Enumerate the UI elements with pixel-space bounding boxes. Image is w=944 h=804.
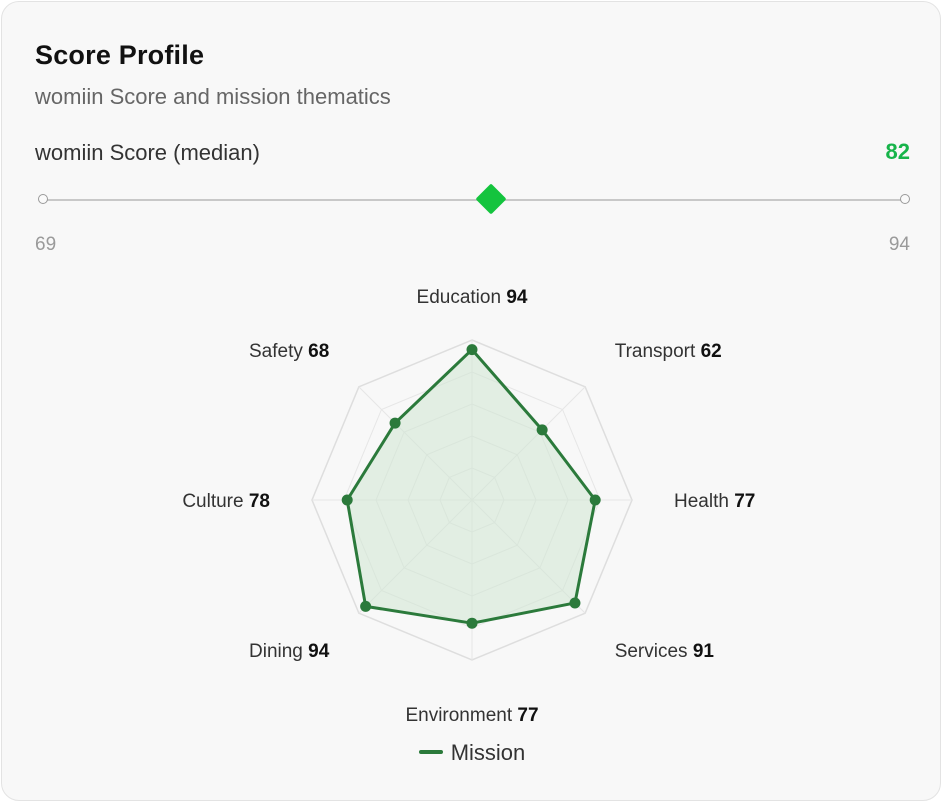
axis-value-health: 77 bbox=[734, 491, 755, 512]
card-title: Score Profile bbox=[35, 40, 205, 70]
card-subtitle: womiin Score and mission thematics bbox=[35, 84, 391, 109]
axis-value-dining: 94 bbox=[308, 641, 330, 662]
axis-label-dining: Dining 94 bbox=[249, 641, 330, 662]
axis-value-culture: 78 bbox=[249, 491, 270, 512]
axis-value-education: 94 bbox=[506, 287, 528, 308]
axis-value-environment: 77 bbox=[517, 705, 538, 726]
axis-label-culture: Culture 78 bbox=[182, 491, 270, 512]
series-area-mission bbox=[345, 348, 597, 625]
legend-label-mission: Mission bbox=[450, 740, 526, 765]
data-point-environment bbox=[466, 617, 478, 629]
score-range-slider bbox=[32, 182, 916, 222]
slider-min-label: 69 bbox=[35, 234, 57, 255]
data-point-transport bbox=[536, 424, 548, 436]
data-point-dining bbox=[360, 600, 372, 612]
score-label: womiin Score (median) bbox=[35, 140, 260, 165]
axis-label-environment: Environment 77 bbox=[405, 705, 538, 726]
axis-label-safety: Safety 68 bbox=[249, 341, 329, 362]
axis-name-dining: Dining bbox=[249, 641, 308, 662]
axis-label-health: Health 77 bbox=[674, 491, 755, 512]
axis-name-environment: Environment bbox=[405, 705, 517, 726]
data-point-services bbox=[569, 597, 581, 609]
legend-swatch-mission bbox=[418, 750, 443, 755]
axis-value-services: 91 bbox=[693, 641, 715, 662]
data-point-culture bbox=[341, 494, 353, 506]
data-point-education bbox=[466, 344, 478, 356]
axis-label-services: Services 91 bbox=[615, 641, 715, 662]
slider-max-label: 94 bbox=[888, 234, 910, 255]
axis-value-safety: 68 bbox=[308, 341, 329, 362]
axis-name-safety: Safety bbox=[249, 341, 308, 362]
data-point-health bbox=[589, 494, 601, 506]
slider-max-dot bbox=[900, 194, 910, 204]
axis-name-health: Health bbox=[674, 491, 734, 512]
axis-value-transport: 62 bbox=[701, 341, 722, 362]
slider-min-dot bbox=[38, 194, 48, 204]
chart-legend: Mission bbox=[0, 740, 944, 766]
axis-label-education: Education 94 bbox=[417, 287, 528, 308]
axis-name-transport: Transport bbox=[615, 341, 701, 362]
axis-label-transport: Transport 62 bbox=[615, 341, 722, 362]
data-point-safety bbox=[389, 417, 401, 429]
score-value: 82 bbox=[885, 139, 910, 164]
slider-track bbox=[43, 199, 905, 201]
axis-name-culture: Culture bbox=[182, 491, 249, 512]
axis-name-education: Education bbox=[417, 287, 507, 308]
axis-name-services: Services bbox=[615, 641, 693, 662]
